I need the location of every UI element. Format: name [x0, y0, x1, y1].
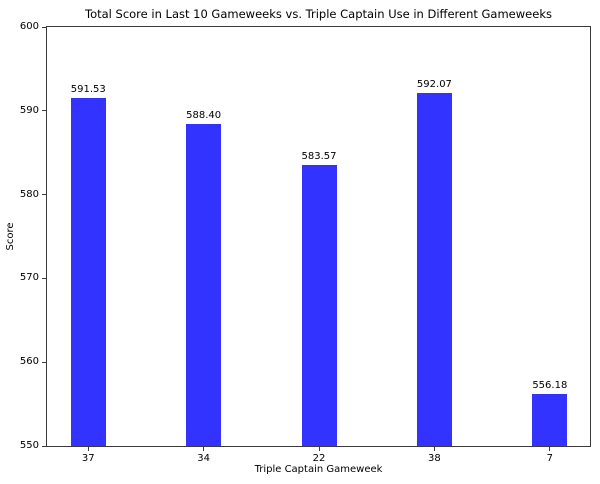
x-axis-label: Triple Captain Gameweek: [254, 464, 383, 475]
bar: [301, 164, 337, 446]
bar-value-label: 591.53: [70, 83, 106, 95]
y-tick-label: 570: [19, 272, 39, 284]
x-tick-label: 7: [546, 453, 553, 464]
x-tick-label: 37: [81, 453, 95, 464]
y-tick-mark: [42, 194, 46, 196]
bar: [416, 93, 452, 446]
x-tick-mark: [318, 447, 320, 451]
x-tick-mark: [433, 447, 435, 451]
y-tick-mark: [42, 26, 46, 28]
y-tick-label: 580: [19, 188, 39, 200]
bar: [532, 394, 568, 446]
x-tick-mark: [549, 447, 551, 451]
bar: [70, 97, 106, 446]
x-tick-mark: [203, 447, 205, 451]
y-tick-mark: [42, 361, 46, 363]
y-axis-label: Score: [5, 222, 16, 251]
x-tick-mark: [87, 447, 89, 451]
bar-value-label: 583.57: [301, 150, 337, 162]
y-tick-mark: [42, 277, 46, 279]
y-tick-label: 600: [19, 21, 39, 32]
x-tick-label: 22: [312, 453, 326, 464]
bar: [186, 124, 222, 446]
y-tick-label: 550: [19, 440, 39, 451]
y-tick-label: 590: [19, 104, 39, 116]
bar-value-label: 592.07: [416, 79, 452, 91]
chart-title: Total Score in Last 10 Gameweeks vs. Tri…: [85, 7, 552, 21]
bar-value-label: 588.40: [186, 110, 222, 122]
y-tick-mark: [42, 110, 46, 112]
y-tick-label: 560: [19, 356, 39, 368]
y-tick-mark: [42, 445, 46, 447]
x-tick-label: 34: [197, 453, 210, 464]
x-tick-label: 38: [428, 453, 441, 464]
plot-area: 550 560 570 580 590 600 591.53 37 588.40 34 583.57…: [20, 21, 591, 464]
bar-value-label: 556.18: [532, 380, 568, 392]
